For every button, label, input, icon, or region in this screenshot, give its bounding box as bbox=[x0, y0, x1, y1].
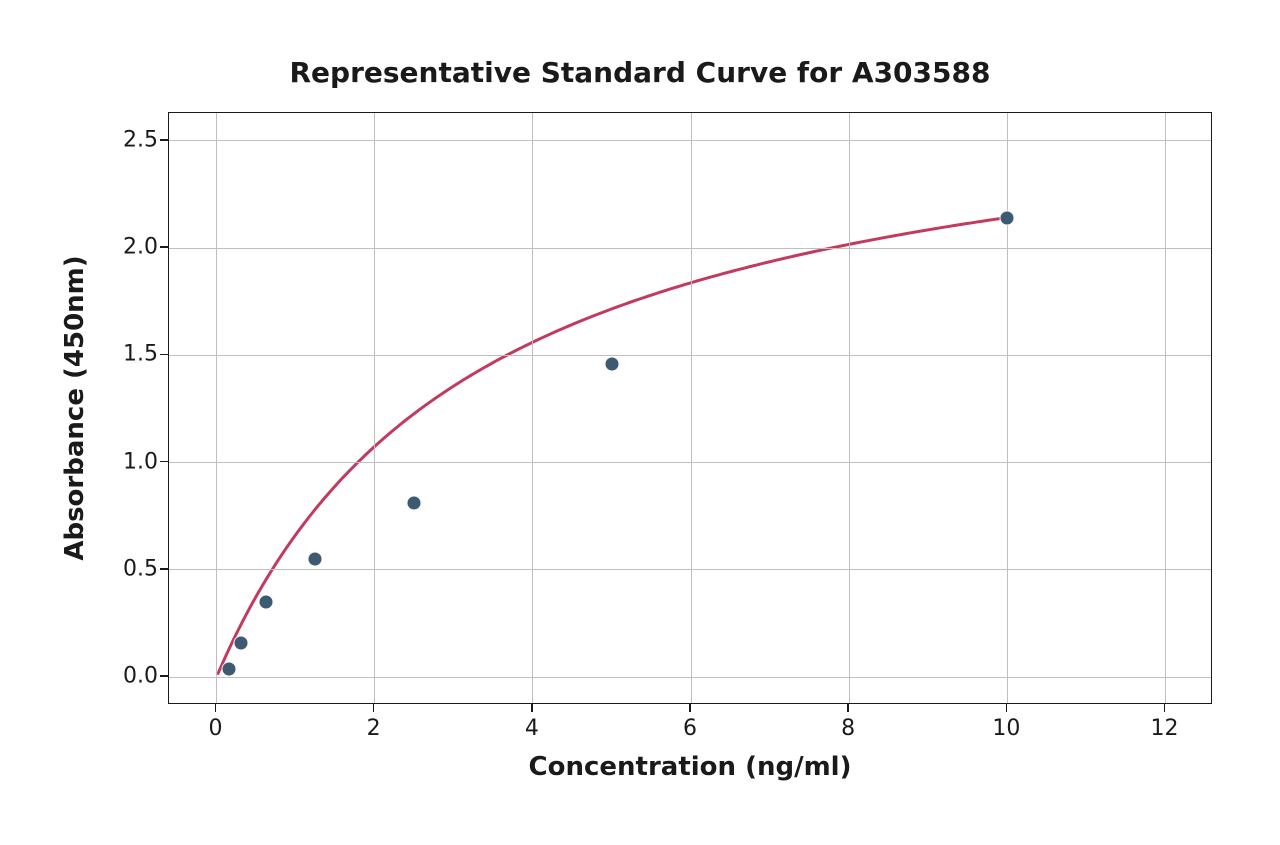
y-tick-label: 2.5 bbox=[118, 127, 158, 152]
x-tick bbox=[847, 704, 849, 712]
data-point bbox=[604, 356, 619, 371]
gridline-horizontal bbox=[169, 140, 1211, 141]
gridline-vertical bbox=[1007, 113, 1008, 703]
data-point bbox=[308, 552, 323, 567]
x-tick bbox=[373, 704, 375, 712]
x-tick bbox=[531, 704, 533, 712]
y-tick-label: 0.5 bbox=[118, 556, 158, 581]
y-tick-label: 1.0 bbox=[118, 449, 158, 474]
data-point bbox=[234, 635, 249, 650]
data-point bbox=[407, 496, 422, 511]
x-tick bbox=[215, 704, 217, 712]
x-tick-label: 10 bbox=[992, 716, 1020, 741]
x-axis-label: Concentration (ng/ml) bbox=[168, 752, 1212, 782]
y-tick bbox=[160, 139, 168, 141]
gridline-horizontal bbox=[169, 248, 1211, 249]
x-tick-label: 0 bbox=[208, 716, 222, 741]
data-point bbox=[258, 595, 273, 610]
y-tick bbox=[160, 461, 168, 463]
gridline-horizontal bbox=[169, 462, 1211, 463]
y-tick bbox=[160, 354, 168, 356]
chart-title: Representative Standard Curve for A30358… bbox=[0, 56, 1280, 89]
x-tick bbox=[689, 704, 691, 712]
gridline-vertical bbox=[374, 113, 375, 703]
y-tick bbox=[160, 568, 168, 570]
gridline-vertical bbox=[216, 113, 217, 703]
figure: Representative Standard Curve for A30358… bbox=[0, 0, 1280, 845]
x-tick-label: 8 bbox=[841, 716, 855, 741]
x-tick bbox=[1006, 704, 1008, 712]
gridline-horizontal bbox=[169, 355, 1211, 356]
y-tick bbox=[160, 246, 168, 248]
y-axis-label: Absorbance (450nm) bbox=[60, 112, 90, 704]
gridline-horizontal bbox=[169, 569, 1211, 570]
gridline-vertical bbox=[691, 113, 692, 703]
gridline-horizontal bbox=[169, 677, 1211, 678]
x-tick-label: 2 bbox=[367, 716, 381, 741]
y-tick-label: 0.0 bbox=[118, 664, 158, 689]
data-point bbox=[1000, 211, 1015, 226]
gridline-vertical bbox=[532, 113, 533, 703]
gridline-vertical bbox=[1165, 113, 1166, 703]
data-point bbox=[221, 661, 236, 676]
y-tick-label: 1.5 bbox=[118, 342, 158, 367]
plot-area bbox=[168, 112, 1212, 704]
x-tick bbox=[1164, 704, 1166, 712]
x-tick-label: 6 bbox=[683, 716, 697, 741]
x-tick-label: 4 bbox=[525, 716, 539, 741]
y-tick bbox=[160, 675, 168, 677]
gridline-vertical bbox=[849, 113, 850, 703]
x-tick-label: 12 bbox=[1151, 716, 1179, 741]
y-tick-label: 2.0 bbox=[118, 235, 158, 260]
